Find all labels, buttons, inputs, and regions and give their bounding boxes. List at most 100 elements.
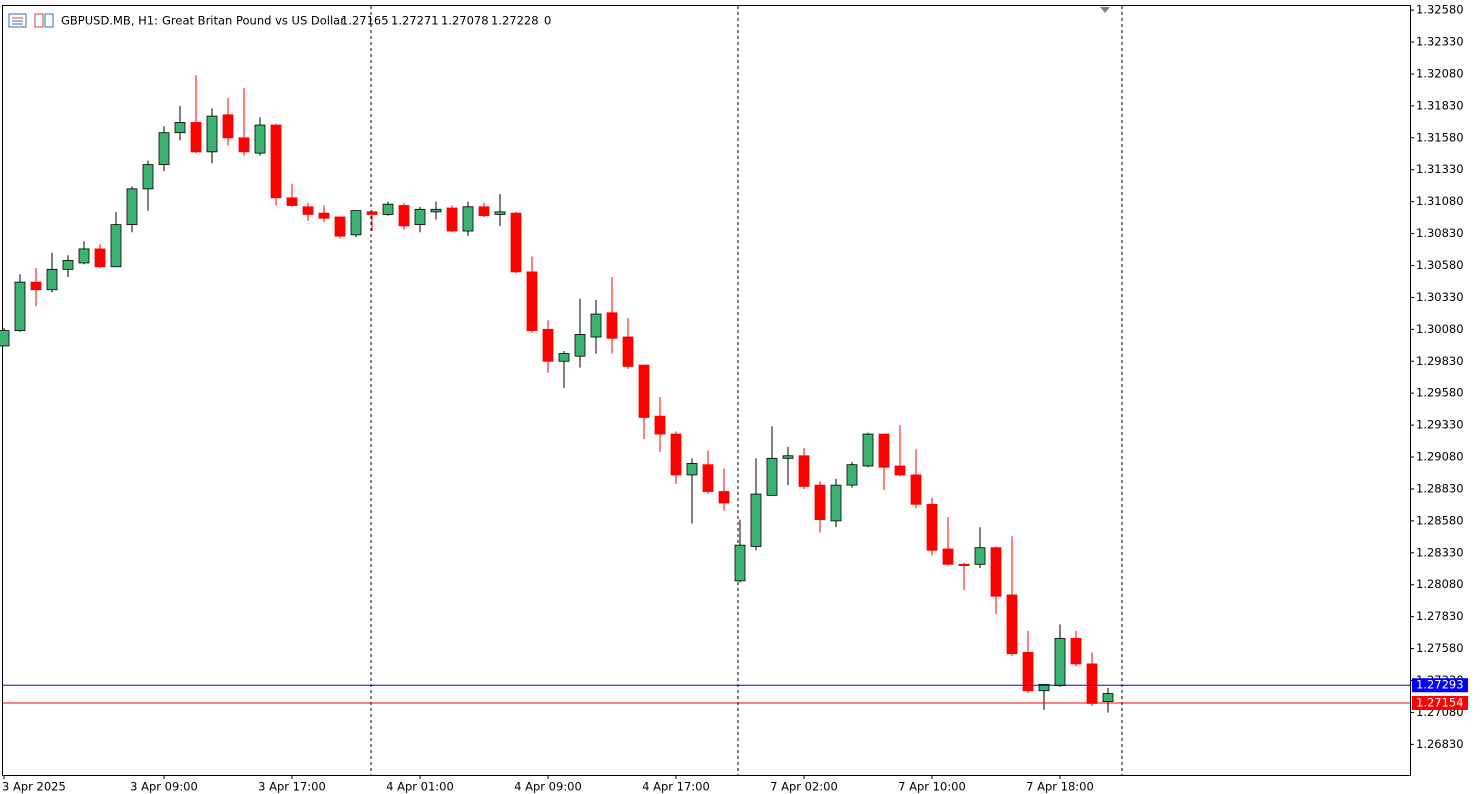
candle-body (14, 281, 26, 332)
x-tick-label: 4 Apr 17:00 (642, 780, 710, 794)
x-tick-label: 7 Apr 02:00 (770, 780, 838, 794)
candle-body (670, 433, 682, 476)
candle-body (238, 137, 250, 153)
candle-body (958, 563, 970, 566)
candle-body (46, 268, 58, 291)
candle-body (974, 547, 986, 565)
header-open: 1.27165 (341, 14, 389, 28)
candle-body (1038, 683, 1050, 692)
candle-body (590, 313, 602, 338)
y-tick-label: 1.31580 (1416, 130, 1464, 144)
candle-body (574, 334, 586, 357)
candle-body (62, 259, 74, 270)
candle-body (78, 248, 90, 264)
header-symbol: GBPUSD.MB, H1: (61, 14, 158, 28)
candle-body (702, 464, 714, 492)
candle-body (542, 328, 554, 362)
candle-body (222, 114, 234, 139)
candle-body (1054, 637, 1066, 687)
candle-body (990, 547, 1002, 597)
candle-body (718, 491, 730, 504)
candle-body (494, 211, 506, 215)
candle-body (942, 548, 954, 565)
candle-body (206, 115, 218, 153)
candle-body (526, 271, 538, 332)
candle-body (1006, 594, 1018, 655)
y-tick-label: 1.31830 (1416, 98, 1464, 112)
x-tick-label: 4 Apr 09:00 (514, 780, 582, 794)
x-tick-label: 7 Apr 10:00 (898, 780, 966, 794)
y-tick-label: 1.27580 (1416, 641, 1464, 655)
candle-body (142, 164, 154, 190)
candle-body (286, 197, 298, 206)
candle-body (878, 433, 890, 468)
x-tick-label: 3 Apr 2025 (2, 780, 66, 794)
candle-body (910, 474, 922, 505)
header-high: 1.27271 (391, 14, 439, 28)
candle-body (846, 464, 858, 486)
candle-body (334, 216, 346, 237)
y-tick-label: 1.30830 (1416, 226, 1464, 240)
candle-body (750, 493, 762, 547)
candle-body (1070, 637, 1082, 665)
candle-body (382, 203, 394, 215)
plot-frame (2, 5, 1411, 776)
price-label: 1.27154 (1416, 695, 1464, 709)
candle-body (558, 353, 570, 362)
candle-body (1102, 693, 1114, 702)
candle-body (638, 364, 650, 418)
candle-body (462, 206, 474, 232)
candle-body (126, 188, 138, 226)
y-tick-label: 1.28330 (1416, 545, 1464, 559)
header-low: 1.27078 (441, 14, 489, 28)
y-tick-label: 1.29580 (1416, 386, 1464, 400)
candle-body (366, 211, 378, 215)
header-volume: 0 (544, 14, 551, 28)
chart-icon (44, 13, 54, 28)
y-tick-label: 1.29830 (1416, 354, 1464, 368)
candle-body (766, 457, 778, 496)
y-tick-label: 1.30330 (1416, 290, 1464, 304)
y-tick-label: 1.29080 (1416, 450, 1464, 464)
y-tick-label: 1.31080 (1416, 194, 1464, 208)
candle-body (270, 124, 282, 199)
header-close: 1.27228 (491, 14, 539, 28)
x-tick-label: 3 Apr 09:00 (130, 780, 198, 794)
chart-icon (34, 13, 44, 28)
candle-body (318, 212, 330, 219)
y-tick-label: 1.32080 (1416, 66, 1464, 80)
candle-body (254, 124, 266, 154)
y-tick-label: 1.31330 (1416, 162, 1464, 176)
y-tick-label: 1.32330 (1416, 35, 1464, 49)
candle-body (398, 205, 410, 227)
candle-body (190, 122, 202, 153)
price-label-box (1412, 695, 1468, 710)
candle-body (478, 206, 490, 217)
header-description: Great Britan Pound vs US Dollar (162, 14, 345, 28)
header-icons (8, 13, 54, 28)
candle-body (862, 433, 874, 467)
candle-body (606, 312, 618, 339)
price-label: 1.27293 (1416, 678, 1464, 692)
candle-body (654, 415, 666, 435)
candle-body (686, 463, 698, 476)
y-tick-label: 1.30580 (1416, 258, 1464, 272)
candle-body (414, 208, 426, 226)
candle-body (510, 212, 522, 273)
candle-body (0, 330, 10, 347)
price-label-box (1412, 678, 1468, 693)
y-tick-label: 1.28080 (1416, 577, 1464, 591)
candle-body (894, 465, 906, 476)
candle-body (814, 484, 826, 521)
y-tick-label: 1.32580 (1416, 3, 1464, 17)
period-separators (370, 6, 1123, 775)
candle-body (30, 281, 42, 291)
candle-body (734, 544, 746, 582)
candle-body (1086, 663, 1098, 704)
y-tick-label: 1.30080 (1416, 322, 1464, 336)
y-tick-label: 1.28580 (1416, 513, 1464, 527)
candle-body (622, 336, 634, 367)
